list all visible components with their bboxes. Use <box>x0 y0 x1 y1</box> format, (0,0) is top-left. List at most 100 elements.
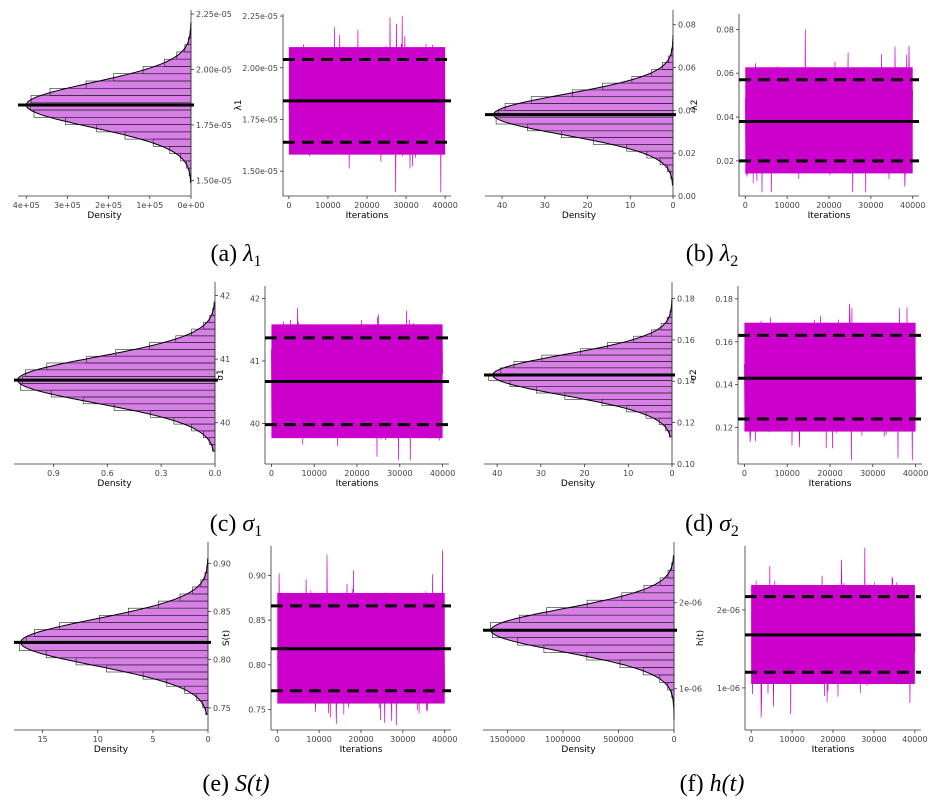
trace-x-tick-label: 30000 <box>861 735 886 744</box>
trace-x-tick-label: 20000 <box>344 469 369 478</box>
trace-x-tick-label: 0 <box>742 469 747 478</box>
density-y-tick-label: 40 <box>220 419 230 428</box>
trace-x-tick-label: 40000 <box>903 469 928 478</box>
density-y-tick-label: 41 <box>220 355 230 364</box>
trace-y-tick-label: 1.75e-05 <box>242 115 278 124</box>
density-x-tick-label: 4e+05 <box>13 201 40 210</box>
caption-prefix: (a) <box>210 241 243 267</box>
caption-prefix: (b) <box>686 241 720 267</box>
density-x-tick-label: 0.3 <box>155 469 168 478</box>
density-x-tick-label: 0.9 <box>47 469 60 478</box>
density-x-tick-label: 2e+05 <box>95 201 122 210</box>
trace-x-tick-label: 30000 <box>387 469 412 478</box>
trace-y-tick-label: 0.08 <box>716 25 734 34</box>
trace-x-tick-label: 10000 <box>774 469 799 478</box>
trace-x-tick-label: 20000 <box>816 201 841 210</box>
trace-x-tick-label: 10000 <box>774 201 799 210</box>
density-y-tick-label: 0.18 <box>677 294 695 303</box>
caption-subscript: 2 <box>730 253 738 270</box>
trace-x-tick-label: 20000 <box>820 735 845 744</box>
density-x-tick-label: 0.0 <box>209 469 222 478</box>
density-y-tick-label: 0.75 <box>213 704 231 713</box>
caption-symbol: S <box>235 771 247 797</box>
density-x-axis-label: Density <box>561 745 596 755</box>
density-y-tick-label: 0.02 <box>678 149 696 158</box>
trace-x-tick-label: 0 <box>743 201 748 210</box>
trace-y-tick-label: 2e-06 <box>717 606 740 615</box>
density-x-tick-label: 10 <box>625 201 635 210</box>
panel-caption-lambda1: (a) λ1 <box>210 241 261 270</box>
panel-S_t: 0.75 0.80 0.85 0.90 15 10 5 0 Density 0.75 0.80 0.8… <box>14 542 457 797</box>
trace-x-tick-label: 10000 <box>301 469 326 478</box>
panel-sigma1: 40 41 42 0.9 0.6 0.3 0.0 Density 40 41 42 0 10000 200… <box>14 282 455 540</box>
density-x-tick-label: 0.6 <box>101 469 114 478</box>
trace-y-tick-label: 1.50e-05 <box>242 167 278 176</box>
trace-y-tick-label: 2.00e-05 <box>242 64 278 73</box>
trace-x-axis-label: Iterations <box>808 211 851 221</box>
density-x-tick-label: 20 <box>579 469 589 478</box>
trace-x-tick-label: 30000 <box>860 469 885 478</box>
density-x-axis-label: Density <box>561 479 596 489</box>
trace-x-tick-label: 40000 <box>902 735 927 744</box>
density-x-tick-label: 0 <box>669 469 674 478</box>
density-x-tick-label: 0 <box>205 735 210 744</box>
density-plot-sigma2: 0.10 0.12 0.14 0.16 0.18 40 30 20 10 0 Density <box>484 282 695 489</box>
density-y-tick-label: 0.12 <box>677 419 695 428</box>
trace-x-tick-label: 40000 <box>900 201 925 210</box>
trace-x-axis-label: Iterations <box>336 479 379 489</box>
density-x-tick-label: 1e+05 <box>136 201 163 210</box>
panel-caption-sigma2: (d) σ2 <box>685 511 739 540</box>
trace-y-tick-label: 0.06 <box>716 69 734 78</box>
density-x-tick-label: 10 <box>623 469 633 478</box>
trace-x-tick-label: 0 <box>269 469 274 478</box>
density-x-tick-label: 10 <box>93 735 103 744</box>
density-x-tick-label: 30 <box>540 201 550 210</box>
trace-y-tick-label: 0.18 <box>715 295 733 304</box>
density-y-tick-label: 1.75e-05 <box>196 121 232 130</box>
trace-y-axis-label: S(t) <box>222 630 232 646</box>
density-x-axis-label: Density <box>562 211 597 221</box>
density-y-tick-label: 0.85 <box>213 608 231 617</box>
density-plot-S_t: 0.75 0.80 0.85 0.90 15 10 5 0 Density <box>14 542 231 755</box>
density-plot-h_t: 1e-06 2e-06 1500000 1000000 500000 0 Density <box>483 542 702 755</box>
density-y-tick-label: 1.50e-05 <box>196 176 232 185</box>
trace-x-axis-label: Iterations <box>812 745 855 755</box>
trace-x-tick-label: 30000 <box>393 201 418 210</box>
trace-y-tick-label: 0.02 <box>716 157 734 166</box>
trace-x-tick-label: 0 <box>286 201 291 210</box>
panel-lambda1: 1.50e-05 1.75e-05 2.00e-05 2.25e-05 4e+05 3e+… <box>13 10 458 270</box>
density-x-axis-label: Density <box>94 745 129 755</box>
trace-series <box>276 550 446 726</box>
trace-plot-h_t: 1e-06 2e-06 0 10000 20000 30000 40000 Iteration… <box>696 546 928 755</box>
density-x-tick-label: 1500000 <box>490 735 526 744</box>
density-y-tick-label: 0.80 <box>213 656 231 665</box>
caption-prefix: (f) <box>680 771 710 797</box>
trace-plot-lambda2: 0.02 0.04 0.06 0.08 0 10000 20000 30000 40000 Ite… <box>690 14 925 221</box>
density-curve <box>493 35 674 186</box>
caption-subscript: 2 <box>731 523 739 540</box>
density-y-tick-label: 0.00 <box>678 192 696 201</box>
trace-x-tick-label: 20000 <box>817 469 842 478</box>
trace-y-axis-label: σ1 <box>216 369 226 380</box>
density-y-tick-label: 2e-06 <box>679 599 702 608</box>
density-y-tick-label: 2.25e-05 <box>196 10 232 19</box>
caption-subscript: 1 <box>254 523 262 540</box>
caption-suffix: (t) <box>722 771 745 797</box>
caption-prefix: (d) <box>685 511 719 537</box>
density-x-tick-label: 40 <box>497 201 507 210</box>
panel-caption-h_t: (f) h(t) <box>680 771 745 797</box>
trace-y-tick-label: 0.90 <box>248 571 266 580</box>
trace-x-tick-label: 40000 <box>430 469 455 478</box>
trace-x-tick-label: 40000 <box>432 735 457 744</box>
caption-symbol: h <box>710 771 722 797</box>
density-x-tick-label: 1000000 <box>545 735 581 744</box>
trace-plot-lambda1: 1.50e-05 1.75e-05 2.00e-05 2.25e-05 0 10000 20… <box>234 12 458 221</box>
trace-y-tick-label: 42 <box>250 294 260 303</box>
caption-prefix: (c) <box>210 511 243 537</box>
density-x-tick-label: 0 <box>670 201 675 210</box>
density-y-tick-label: 0.06 <box>678 64 696 73</box>
trace-x-tick-label: 30000 <box>858 201 883 210</box>
density-y-tick-label: 42 <box>220 292 230 301</box>
